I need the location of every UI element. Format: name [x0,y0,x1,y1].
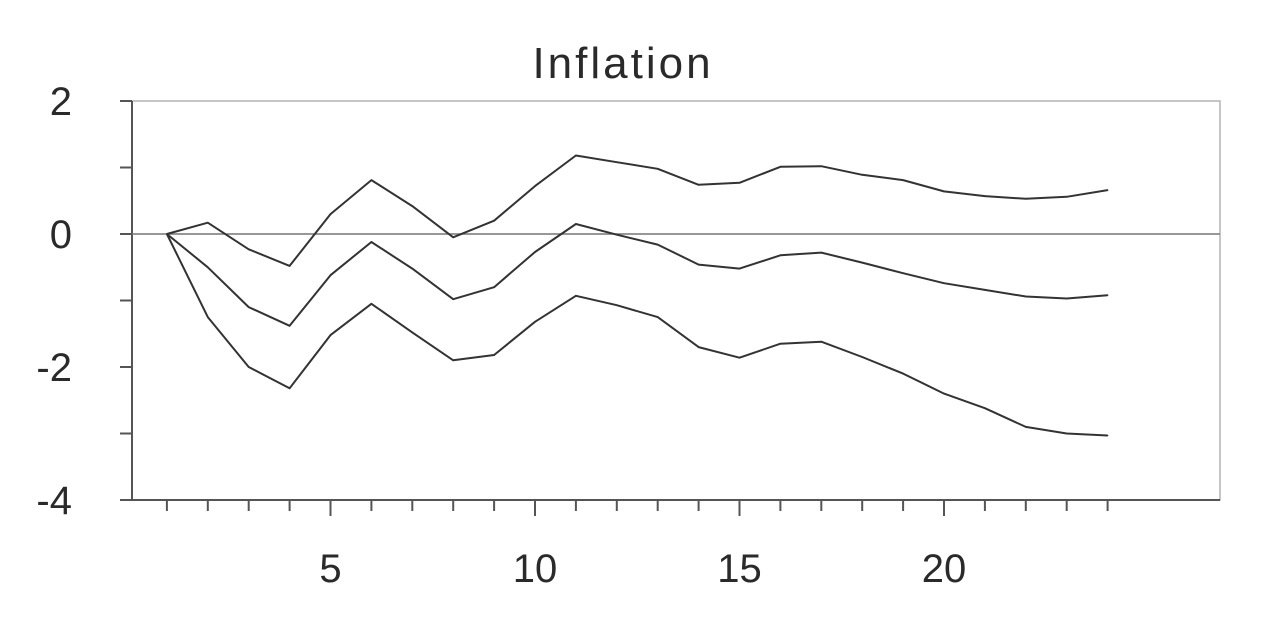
data-point [656,243,659,246]
y-tick-label: 2 [50,80,72,124]
data-point [902,372,904,375]
data-point [452,236,455,239]
data-point [861,356,863,358]
data-point [656,168,659,170]
data-point [247,248,250,251]
data-point [861,174,863,176]
data-point [370,241,373,243]
data-point [984,289,986,291]
x-tick-label: 15 [717,547,762,591]
data-point [370,303,373,305]
data-point [616,161,618,163]
data-point [288,324,291,327]
data-point [411,267,414,270]
y-tick-label: -4 [36,479,72,523]
data-point [779,342,782,345]
data-point [697,346,700,348]
impulse-response-line [166,223,1108,327]
data-point [493,219,495,222]
data-point [943,282,945,285]
data-point [779,166,782,168]
upper-band-line [166,154,1108,267]
data-point [288,265,291,267]
data-point [738,356,741,359]
data-point [1065,432,1068,435]
y-axis-ticks: 2 0 -2 -4 [36,80,132,523]
data-point [861,261,863,264]
plot-area-frame [131,100,1221,501]
data-point [616,304,618,306]
data-point [616,233,618,236]
x-tick-label: 20 [922,547,967,591]
data-point [1106,434,1109,437]
data-point [452,359,455,362]
data-point [1025,197,1027,200]
data-point [779,254,782,257]
chart-title: Inflation [532,39,713,88]
data-point [493,354,495,356]
data-point [1025,426,1027,428]
data-point [1065,297,1068,300]
data-point [820,165,823,167]
data-point [411,331,414,334]
data-point [820,340,823,343]
data-point [820,251,823,254]
data-point [329,274,332,277]
data-point [738,181,741,184]
data-point [902,179,904,181]
data-point [247,366,250,368]
data-point [1025,295,1027,298]
data-point [984,195,986,197]
data-point [575,223,577,225]
data-point [697,183,700,186]
data-point [575,154,577,157]
data-point [493,286,495,289]
data-point [1106,189,1109,191]
data-point [943,392,945,395]
data-point [329,213,332,215]
series-layer [166,154,1109,437]
x-axis-ticks: 5 10 15 20 [165,500,1109,591]
data-point [207,316,209,318]
data-point [1106,294,1109,296]
data-point [738,267,741,270]
data-point [1065,195,1068,198]
data-point [166,233,168,235]
data-point [288,387,291,390]
data-point [329,334,332,336]
data-point [207,266,209,269]
data-point [656,316,659,318]
y-tick-label: 0 [50,213,72,257]
data-point [534,185,536,187]
data-point [943,190,945,193]
data-point [207,221,209,224]
data-point [370,179,373,181]
data-point [984,407,986,410]
lower-band-line [166,233,1108,437]
data-point [247,306,250,308]
data-point [575,295,577,297]
x-tick-label: 10 [513,547,558,591]
data-point [534,251,536,253]
data-point [902,272,904,275]
data-point [411,205,414,207]
x-tick-label: 5 [319,547,341,591]
data-point [697,263,700,266]
data-point [534,320,536,323]
data-point [452,298,455,300]
y-tick-label: -2 [36,346,72,390]
